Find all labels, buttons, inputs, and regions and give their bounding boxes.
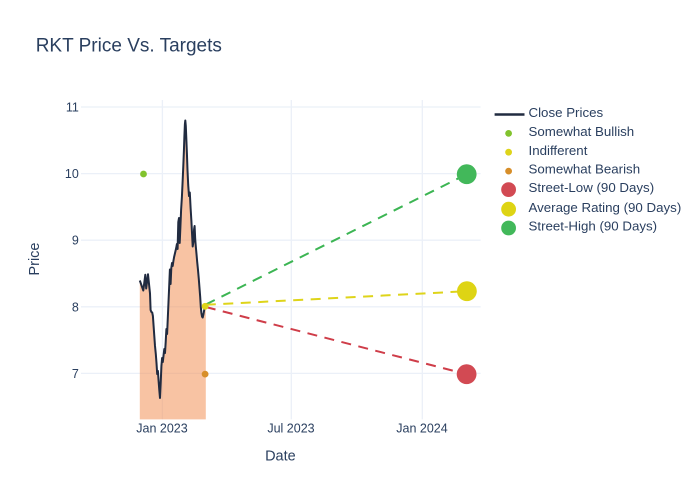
- svg-text:Close Prices: Close Prices: [529, 105, 604, 120]
- svg-text:Date: Date: [265, 449, 296, 465]
- svg-text:Price: Price: [27, 242, 43, 275]
- svg-text:Somewhat Bullish: Somewhat Bullish: [529, 124, 635, 139]
- svg-text:Average Rating (90 Days): Average Rating (90 Days): [529, 200, 682, 215]
- svg-text:Jul 2023: Jul 2023: [267, 422, 314, 436]
- svg-text:10: 10: [65, 167, 79, 181]
- svg-text:Somewhat Bearish: Somewhat Bearish: [529, 162, 641, 177]
- svg-text:11: 11: [66, 101, 79, 115]
- svg-text:RKT Price Vs. Targets: RKT Price Vs. Targets: [36, 35, 222, 56]
- svg-text:7: 7: [72, 367, 79, 381]
- svg-text:Indifferent: Indifferent: [529, 143, 588, 158]
- svg-text:8: 8: [72, 300, 79, 314]
- svg-text:Jan 2024: Jan 2024: [396, 422, 447, 436]
- svg-text:9: 9: [72, 234, 79, 248]
- svg-text:Street-High (90 Days): Street-High (90 Days): [529, 219, 658, 234]
- svg-text:Jan 2023: Jan 2023: [136, 422, 187, 436]
- svg-text:Street-Low (90 Days): Street-Low (90 Days): [529, 180, 655, 195]
